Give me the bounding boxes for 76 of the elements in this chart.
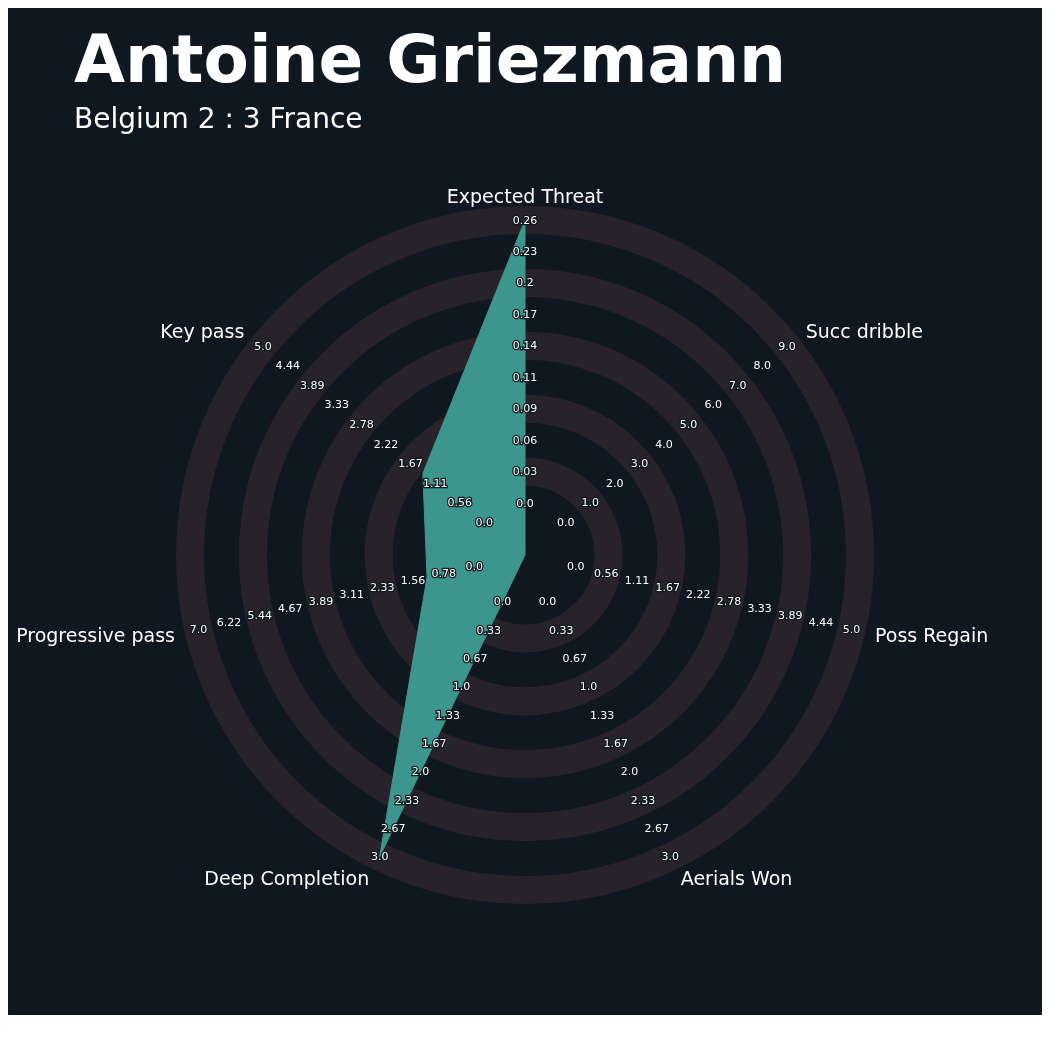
- text: 0.14: [512, 339, 538, 353]
- text: 4.44: [808, 616, 834, 630]
- text: 8.0: [753, 359, 772, 373]
- spoke-label: Progressive pass: [16, 623, 175, 646]
- text: 9.0: [778, 339, 796, 353]
- text: 5.0: [679, 418, 698, 432]
- text: 4.67: [278, 602, 303, 616]
- text: 0.26: [512, 213, 538, 227]
- text: 0.67: [462, 652, 488, 666]
- text: 3.0: [630, 457, 649, 471]
- text: 2.67: [644, 821, 669, 835]
- text: 2.33: [630, 793, 656, 807]
- text: 7.0: [729, 378, 747, 392]
- text: 3.33: [747, 602, 772, 616]
- text: 3.0: [370, 850, 389, 864]
- spoke-label: Aerials Won: [680, 867, 793, 890]
- text: 1.11: [624, 574, 650, 588]
- text: 5.0: [254, 339, 272, 353]
- text: 0.78: [431, 567, 456, 581]
- text: 3.89: [778, 609, 803, 623]
- text: 0.56: [594, 567, 619, 581]
- text: 1.56: [400, 574, 426, 588]
- text: 1.0: [452, 680, 471, 694]
- text: 3.11: [339, 588, 364, 602]
- text: 0.23: [512, 244, 538, 258]
- text: 0.11: [512, 370, 538, 384]
- text: 2.78: [716, 595, 742, 609]
- spoke-label: Expected Threat: [446, 185, 604, 207]
- text: 0.09: [512, 402, 538, 416]
- text: 2.67: [381, 821, 406, 835]
- text: 1.67: [655, 581, 680, 595]
- text: 1.33: [589, 708, 615, 722]
- text: 0.0: [556, 516, 575, 530]
- text: 1.67: [603, 737, 629, 750]
- text: 3.0: [661, 850, 680, 864]
- text: 0.03: [512, 465, 538, 479]
- text: 0.0: [566, 560, 585, 574]
- spoke-label: Key pass: [160, 320, 245, 343]
- text: 0.0: [475, 516, 494, 530]
- text: 0.0: [465, 560, 484, 574]
- text: 2.33: [394, 793, 420, 807]
- text: 1.0: [581, 496, 599, 510]
- text: 3.89: [308, 595, 334, 609]
- text: 6.0: [704, 398, 722, 412]
- text: 5.44: [247, 609, 272, 623]
- spoke-label: Deep Completion: [204, 867, 370, 890]
- text: 0.67: [562, 652, 588, 666]
- text: 4.44: [275, 359, 300, 373]
- chart-title: Antoine Griezmann: [74, 21, 788, 98]
- text: 1.67: [421, 737, 447, 750]
- text: 4.0: [655, 437, 673, 451]
- spoke-label: Succ dribble: [805, 320, 923, 343]
- text: 2.33: [370, 581, 395, 595]
- spoke-label: Poss Regain: [875, 623, 989, 646]
- text: 1.67: [398, 457, 423, 471]
- text: 0.0: [516, 496, 534, 510]
- text: 6.22: [216, 616, 242, 630]
- text: 0.56: [447, 496, 473, 510]
- text: 3.89: [300, 378, 325, 392]
- text: 0.17: [512, 307, 538, 321]
- text: 0.06: [512, 433, 538, 447]
- text: 3.33: [324, 398, 350, 412]
- text: 0.0: [538, 595, 557, 609]
- text: 5.0: [842, 623, 861, 637]
- text: 1.0: [579, 680, 598, 694]
- chart-subtitle: Belgium 2 : 3 France: [74, 102, 364, 135]
- text: 2.22: [686, 588, 711, 602]
- text: 2.22: [373, 437, 399, 451]
- text: 2.0: [620, 765, 639, 779]
- text: 2.78: [349, 418, 374, 432]
- text: 0.0: [493, 595, 512, 609]
- text: 2.0: [606, 476, 624, 490]
- text: 1.11: [422, 476, 448, 490]
- text: 7.0: [189, 623, 208, 637]
- text: 0.33: [548, 623, 574, 637]
- text: 0.2: [516, 276, 534, 290]
